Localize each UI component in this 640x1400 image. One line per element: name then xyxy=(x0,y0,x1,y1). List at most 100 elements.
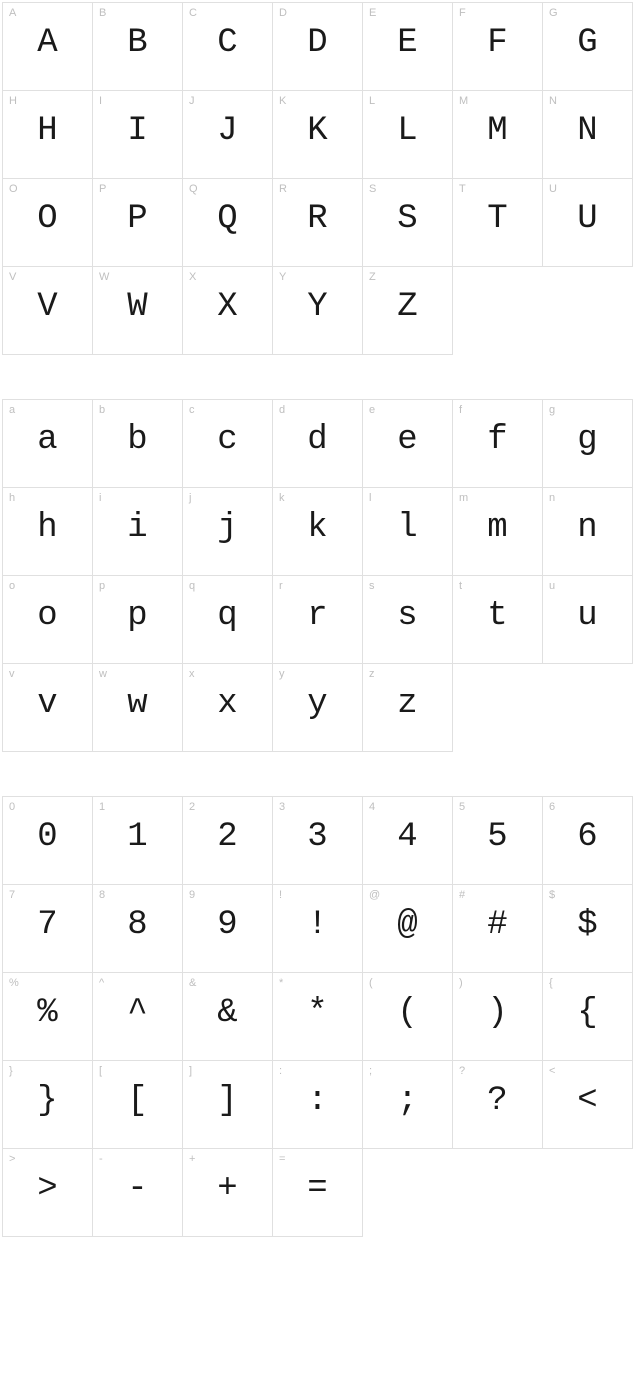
glyph-cell[interactable]: 88 xyxy=(93,885,183,973)
glyph-cell[interactable]: ?? xyxy=(453,1061,543,1149)
glyph-cell[interactable]: aa xyxy=(3,400,93,488)
glyph-cell[interactable]: 44 xyxy=(363,797,453,885)
glyph-cell[interactable]: -- xyxy=(93,1149,183,1237)
glyph-cell[interactable]: tt xyxy=(453,576,543,664)
glyph-cell-label: @ xyxy=(369,889,380,901)
glyph-cell[interactable]: vv xyxy=(3,664,93,752)
glyph-cell[interactable]: KK xyxy=(273,91,363,179)
glyph-cell[interactable]: $$ xyxy=(543,885,633,973)
glyph-cell[interactable]: %% xyxy=(3,973,93,1061)
glyph-cell[interactable]: !! xyxy=(273,885,363,973)
glyph-cell-glyph: O xyxy=(37,202,57,236)
glyph-cell[interactable]: gg xyxy=(543,400,633,488)
glyph-cell[interactable]: ## xyxy=(453,885,543,973)
glyph-cell[interactable]: VV xyxy=(3,267,93,355)
glyph-cell[interactable]: TT xyxy=(453,179,543,267)
glyph-cell[interactable]: NN xyxy=(543,91,633,179)
glyph-cell[interactable]: {{ xyxy=(543,973,633,1061)
glyph-cell-glyph: p xyxy=(127,599,147,633)
glyph-cell[interactable]: qq xyxy=(183,576,273,664)
glyph-cell[interactable]: << xyxy=(543,1061,633,1149)
glyph-cell[interactable]: rr xyxy=(273,576,363,664)
glyph-cell[interactable]: >> xyxy=(3,1149,93,1237)
glyph-cell[interactable]: kk xyxy=(273,488,363,576)
glyph-cell[interactable]: && xyxy=(183,973,273,1061)
glyph-cell[interactable]: bb xyxy=(93,400,183,488)
glyph-cell[interactable]: 22 xyxy=(183,797,273,885)
glyph-cell[interactable]: yy xyxy=(273,664,363,752)
glyph-cell-label: Z xyxy=(369,271,376,283)
glyph-cell[interactable]: UU xyxy=(543,179,633,267)
glyph-cell[interactable]: == xyxy=(273,1149,363,1237)
glyph-cell[interactable]: ;; xyxy=(363,1061,453,1149)
glyph-cell[interactable]: LL xyxy=(363,91,453,179)
glyph-cell[interactable]: YY xyxy=(273,267,363,355)
glyph-cell-label: q xyxy=(189,580,195,592)
glyph-cell[interactable]: ss xyxy=(363,576,453,664)
glyph-cell-label: a xyxy=(9,404,15,416)
glyph-cell[interactable]: )) xyxy=(453,973,543,1061)
glyph-cell[interactable]: ll xyxy=(363,488,453,576)
glyph-cell[interactable]: 55 xyxy=(453,797,543,885)
glyph-cell[interactable]: @@ xyxy=(363,885,453,973)
glyph-cell[interactable]: ^^ xyxy=(93,973,183,1061)
glyph-cell[interactable]: ww xyxy=(93,664,183,752)
glyph-cell[interactable]: (( xyxy=(363,973,453,1061)
glyph-cell[interactable]: ff xyxy=(453,400,543,488)
glyph-cell[interactable]: ** xyxy=(273,973,363,1061)
glyph-cell[interactable]: ++ xyxy=(183,1149,273,1237)
glyph-cell[interactable]: ii xyxy=(93,488,183,576)
glyph-cell[interactable]: RR xyxy=(273,179,363,267)
glyph-cell[interactable]: JJ xyxy=(183,91,273,179)
glyph-cell[interactable]: WW xyxy=(93,267,183,355)
glyph-cell-label: ( xyxy=(369,977,373,989)
glyph-cell[interactable]: GG xyxy=(543,3,633,91)
glyph-cell[interactable]: :: xyxy=(273,1061,363,1149)
glyph-cell[interactable]: XX xyxy=(183,267,273,355)
glyph-cell[interactable]: MM xyxy=(453,91,543,179)
glyph-cell[interactable]: dd xyxy=(273,400,363,488)
glyph-cell[interactable]: 11 xyxy=(93,797,183,885)
glyph-cell[interactable]: SS xyxy=(363,179,453,267)
glyph-cell-label: C xyxy=(189,7,197,19)
glyph-cell-glyph: k xyxy=(307,511,327,545)
glyph-cell[interactable]: [[ xyxy=(93,1061,183,1149)
glyph-cell-glyph: H xyxy=(37,114,57,148)
glyph-cell[interactable]: xx xyxy=(183,664,273,752)
glyph-cell[interactable]: HH xyxy=(3,91,93,179)
glyph-cell[interactable]: ee xyxy=(363,400,453,488)
glyph-cell[interactable]: 33 xyxy=(273,797,363,885)
glyph-cell[interactable]: jj xyxy=(183,488,273,576)
glyph-cell[interactable]: ]] xyxy=(183,1061,273,1149)
glyph-cell[interactable]: }} xyxy=(3,1061,93,1149)
glyph-cell[interactable]: 99 xyxy=(183,885,273,973)
glyph-cell[interactable]: AA xyxy=(3,3,93,91)
glyph-cell-label: Q xyxy=(189,183,198,195)
glyph-cell[interactable]: 77 xyxy=(3,885,93,973)
glyph-cell[interactable]: nn xyxy=(543,488,633,576)
glyph-cell[interactable]: QQ xyxy=(183,179,273,267)
glyph-cell[interactable]: mm xyxy=(453,488,543,576)
glyph-cell[interactable]: ZZ xyxy=(363,267,453,355)
glyph-cell[interactable]: 66 xyxy=(543,797,633,885)
glyph-cell[interactable]: hh xyxy=(3,488,93,576)
glyph-cell[interactable]: uu xyxy=(543,576,633,664)
glyph-cell[interactable]: DD xyxy=(273,3,363,91)
glyph-cell[interactable]: OO xyxy=(3,179,93,267)
glyph-cell[interactable]: cc xyxy=(183,400,273,488)
glyph-cell[interactable]: FF xyxy=(453,3,543,91)
glyph-cell[interactable]: zz xyxy=(363,664,453,752)
glyph-cell-label: P xyxy=(99,183,106,195)
glyph-cell[interactable]: II xyxy=(93,91,183,179)
glyph-cell-glyph: w xyxy=(127,687,147,721)
glyph-cell[interactable]: 00 xyxy=(3,797,93,885)
glyph-cell[interactable]: pp xyxy=(93,576,183,664)
glyph-cell[interactable]: CC xyxy=(183,3,273,91)
glyph-cell-glyph: $ xyxy=(577,908,597,942)
glyph-cell-glyph: [ xyxy=(127,1084,147,1118)
glyph-cell-label: 3 xyxy=(279,801,285,813)
glyph-cell[interactable]: BB xyxy=(93,3,183,91)
glyph-cell[interactable]: oo xyxy=(3,576,93,664)
glyph-cell[interactable]: PP xyxy=(93,179,183,267)
glyph-cell[interactable]: EE xyxy=(363,3,453,91)
